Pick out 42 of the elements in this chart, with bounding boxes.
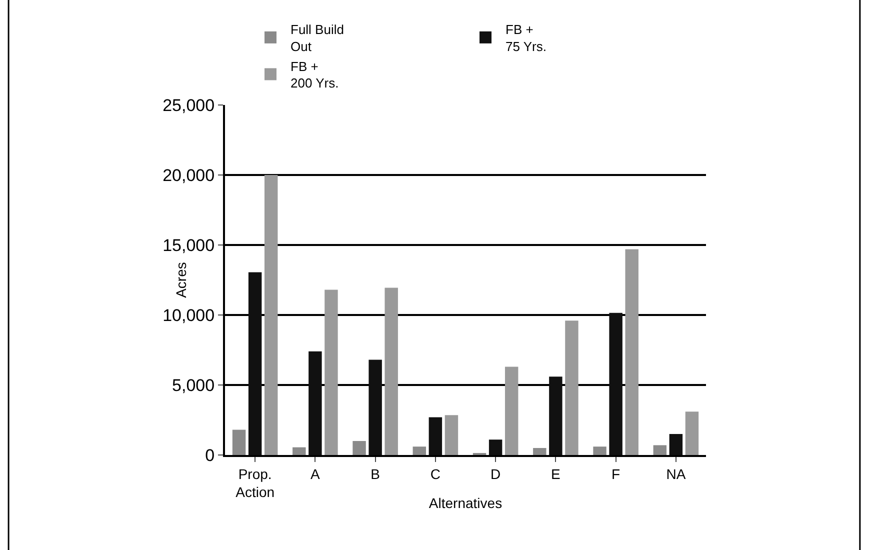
- bar: [292, 447, 306, 455]
- bar: [504, 366, 518, 455]
- bar: [685, 412, 699, 455]
- bar: [549, 376, 562, 455]
- bar: [232, 430, 246, 455]
- bar: [593, 446, 606, 455]
- bar: [384, 288, 398, 455]
- bar: [248, 272, 262, 455]
- legend-label: FB + 75 Yrs.: [506, 22, 546, 54]
- x-tick-label: A: [310, 466, 321, 482]
- bar: [264, 175, 278, 455]
- legend-label: Full Build Out: [290, 22, 344, 54]
- x-tick-label: B: [370, 466, 380, 482]
- y-tick-label: 10,000: [162, 306, 215, 325]
- y-tick-label: 15,000: [162, 236, 215, 255]
- bar: [412, 446, 426, 455]
- bar: [533, 448, 546, 455]
- legend-label: FB + 200 Yrs.: [290, 58, 339, 91]
- bar: [428, 417, 442, 455]
- x-tick-label: C: [430, 466, 441, 482]
- x-tick-label: E: [551, 466, 560, 482]
- bar: [488, 440, 502, 455]
- x-tick-label: F: [612, 466, 620, 482]
- bar: [352, 441, 366, 455]
- x-axis-title: Alternatives: [428, 495, 502, 511]
- bar: [609, 312, 622, 455]
- bar: [444, 415, 458, 455]
- bar: [324, 290, 338, 455]
- y-tick-label: 25,000: [162, 96, 215, 115]
- bar: [669, 434, 683, 455]
- x-tick-label: NA: [666, 466, 686, 482]
- x-tick-label: Prop. Action: [236, 466, 275, 500]
- y-tick-label: 20,000: [162, 166, 215, 185]
- y-tick-label: 0: [205, 446, 215, 465]
- bar: [625, 249, 638, 455]
- x-tick-label: D: [490, 466, 501, 482]
- y-tick-label: 5,000: [172, 376, 215, 395]
- bar: [368, 360, 382, 455]
- bar: [308, 351, 322, 455]
- y-axis-title: Acres: [173, 262, 189, 298]
- bar: [565, 320, 578, 455]
- bar: [653, 445, 667, 455]
